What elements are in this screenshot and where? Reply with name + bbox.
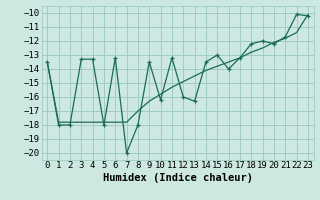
X-axis label: Humidex (Indice chaleur): Humidex (Indice chaleur): [103, 173, 252, 183]
